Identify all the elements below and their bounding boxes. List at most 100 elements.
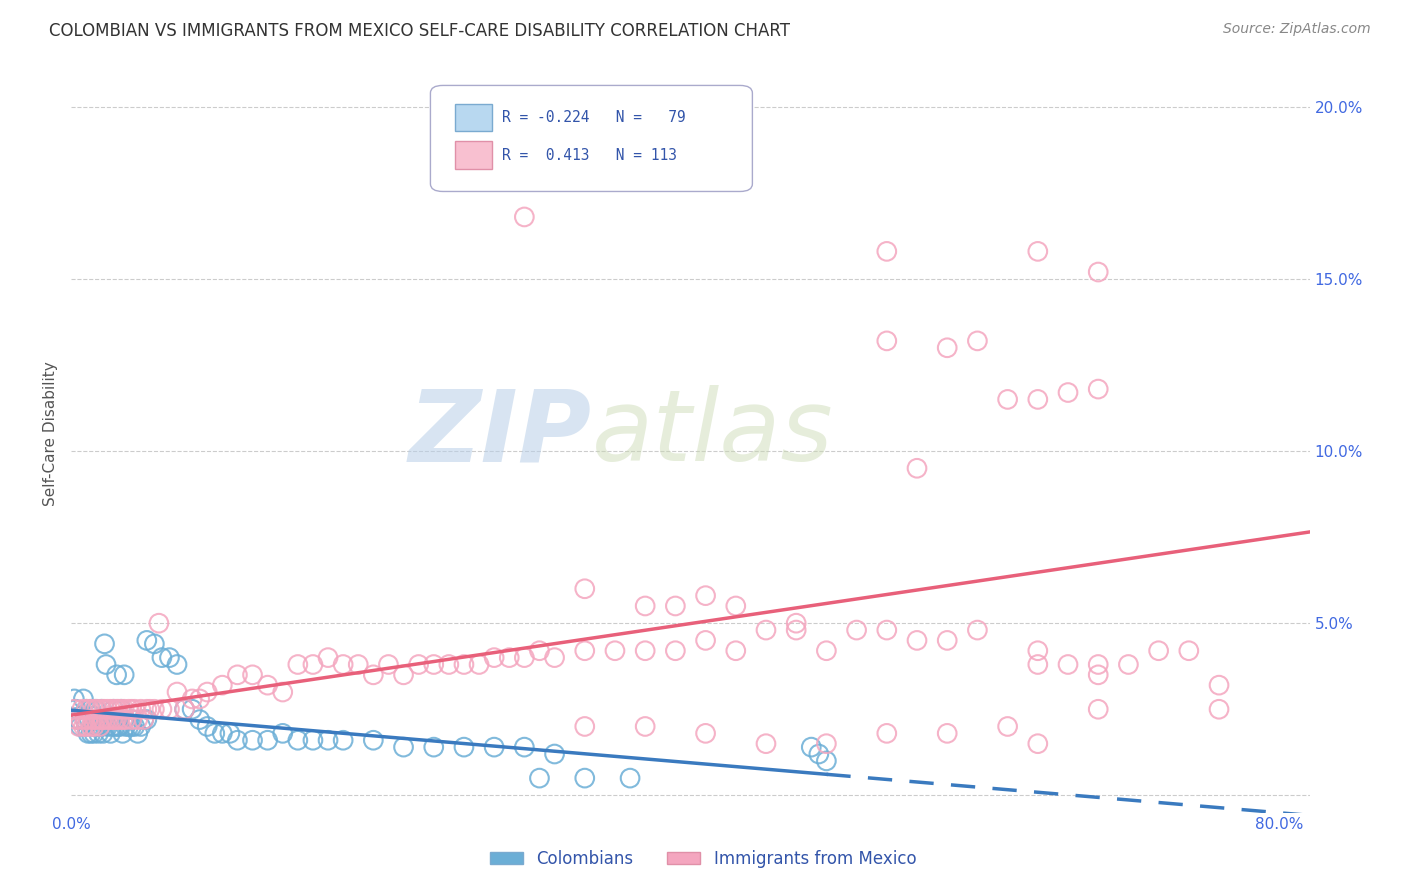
Point bbox=[453, 657, 475, 672]
Point bbox=[316, 733, 339, 747]
Point bbox=[148, 616, 170, 631]
Point bbox=[86, 702, 108, 716]
Point bbox=[75, 719, 97, 733]
Point bbox=[1178, 644, 1201, 658]
Point bbox=[1026, 644, 1049, 658]
Point bbox=[104, 719, 127, 733]
Point bbox=[574, 771, 596, 785]
Point bbox=[219, 726, 242, 740]
Point bbox=[634, 644, 657, 658]
Point bbox=[166, 657, 188, 672]
Point bbox=[423, 657, 446, 672]
Point bbox=[173, 702, 195, 716]
Point bbox=[876, 244, 898, 259]
Point bbox=[482, 740, 505, 755]
Text: ZIP: ZIP bbox=[408, 385, 592, 483]
Point bbox=[188, 713, 211, 727]
Point bbox=[94, 657, 117, 672]
Point bbox=[997, 719, 1019, 733]
Point bbox=[129, 719, 152, 733]
Point bbox=[619, 771, 641, 785]
Point bbox=[195, 685, 218, 699]
Point bbox=[63, 702, 86, 716]
Point bbox=[129, 702, 152, 716]
Point bbox=[1026, 392, 1049, 407]
Point bbox=[392, 668, 415, 682]
Point bbox=[93, 637, 115, 651]
Point bbox=[785, 623, 807, 637]
Point bbox=[574, 582, 596, 596]
Point bbox=[936, 341, 959, 355]
Point bbox=[815, 644, 838, 658]
Point bbox=[634, 599, 657, 613]
Point bbox=[77, 713, 100, 727]
FancyBboxPatch shape bbox=[456, 103, 492, 131]
FancyBboxPatch shape bbox=[456, 142, 492, 169]
Point bbox=[143, 637, 166, 651]
Point bbox=[83, 726, 105, 740]
Point bbox=[124, 702, 146, 716]
Point bbox=[108, 719, 131, 733]
Point bbox=[65, 713, 87, 727]
Point bbox=[110, 702, 132, 716]
Point bbox=[65, 702, 87, 716]
Point bbox=[91, 726, 114, 740]
Point bbox=[242, 668, 264, 682]
Point bbox=[77, 726, 100, 740]
Point bbox=[529, 771, 551, 785]
Point bbox=[1087, 382, 1109, 396]
Point bbox=[664, 599, 686, 613]
Point bbox=[112, 668, 135, 682]
Point bbox=[1208, 678, 1230, 692]
Point bbox=[98, 713, 121, 727]
Point bbox=[143, 702, 166, 716]
Point bbox=[316, 650, 339, 665]
Point bbox=[79, 713, 101, 727]
Point bbox=[93, 702, 115, 716]
Legend: Colombians, Immigrants from Mexico: Colombians, Immigrants from Mexico bbox=[484, 844, 922, 875]
Point bbox=[543, 650, 565, 665]
Point bbox=[271, 685, 294, 699]
Point bbox=[127, 726, 149, 740]
Point bbox=[574, 719, 596, 733]
Point bbox=[75, 702, 97, 716]
Point bbox=[807, 747, 830, 761]
Point bbox=[101, 719, 124, 733]
Point bbox=[98, 713, 121, 727]
Point bbox=[1147, 644, 1170, 658]
Point bbox=[86, 719, 108, 733]
Point bbox=[408, 657, 430, 672]
Point bbox=[104, 713, 127, 727]
Point bbox=[1026, 737, 1049, 751]
Point bbox=[242, 733, 264, 747]
Point bbox=[845, 623, 868, 637]
Point bbox=[75, 702, 97, 716]
Point bbox=[121, 713, 143, 727]
Point bbox=[84, 713, 107, 727]
Point bbox=[1057, 657, 1080, 672]
Point bbox=[271, 726, 294, 740]
Point bbox=[75, 719, 97, 733]
Point bbox=[211, 726, 233, 740]
Point bbox=[73, 713, 96, 727]
Point bbox=[135, 633, 157, 648]
Point bbox=[82, 713, 104, 727]
Point bbox=[498, 650, 520, 665]
Point bbox=[437, 657, 460, 672]
Point bbox=[423, 740, 446, 755]
Point bbox=[87, 713, 110, 727]
Point bbox=[105, 713, 128, 727]
Point bbox=[226, 668, 249, 682]
Point bbox=[159, 650, 181, 665]
Point bbox=[966, 623, 988, 637]
Point bbox=[150, 650, 173, 665]
Point bbox=[1087, 668, 1109, 682]
Point bbox=[468, 657, 491, 672]
Point bbox=[90, 719, 112, 733]
Point bbox=[121, 702, 143, 716]
Point bbox=[1208, 702, 1230, 716]
Point bbox=[513, 210, 536, 224]
Point bbox=[135, 713, 157, 727]
Point bbox=[876, 726, 898, 740]
Text: COLOMBIAN VS IMMIGRANTS FROM MEXICO SELF-CARE DISABILITY CORRELATION CHART: COLOMBIAN VS IMMIGRANTS FROM MEXICO SELF… bbox=[49, 22, 790, 40]
